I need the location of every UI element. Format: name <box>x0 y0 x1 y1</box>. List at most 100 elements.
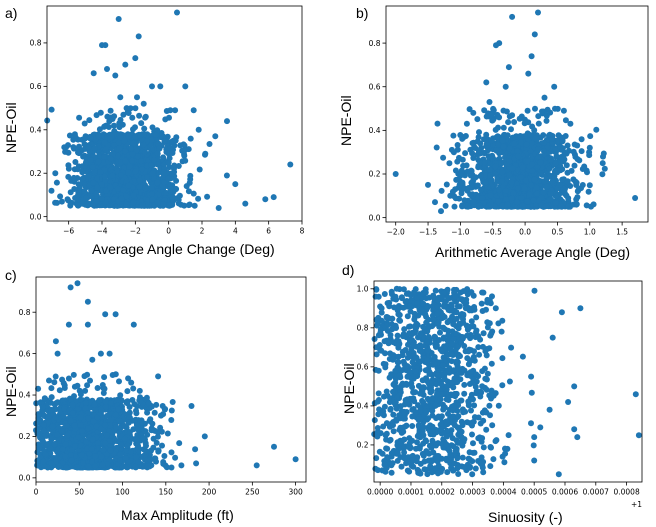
data-point <box>195 195 202 202</box>
data-point <box>489 152 496 159</box>
data-point <box>440 154 447 161</box>
data-point <box>134 94 140 101</box>
data-point <box>116 418 123 424</box>
data-point <box>141 125 148 132</box>
data-point <box>51 441 58 448</box>
data-point <box>129 397 136 403</box>
data-point <box>388 371 395 378</box>
data-point <box>462 150 469 157</box>
data-point <box>442 202 449 209</box>
data-point <box>455 176 462 183</box>
data-point <box>514 185 521 192</box>
data-point <box>48 106 55 113</box>
data-point <box>535 197 542 204</box>
x-tick-label: 50 <box>74 488 84 497</box>
data-point <box>471 449 478 456</box>
data-point <box>552 160 559 167</box>
data-point <box>138 454 144 460</box>
data-point <box>558 203 565 210</box>
data-point <box>54 350 61 357</box>
data-point <box>470 109 477 116</box>
data-point <box>166 202 173 209</box>
data-point <box>144 174 150 181</box>
data-point <box>48 187 55 194</box>
data-point <box>135 458 142 465</box>
data-point <box>48 436 55 443</box>
data-point <box>478 186 484 193</box>
data-point <box>499 202 506 209</box>
data-point <box>138 120 145 127</box>
data-point <box>67 452 74 459</box>
x-tick-label: −1.5 <box>419 228 437 237</box>
x-tick-label: −6 <box>63 227 74 236</box>
data-point <box>148 191 155 197</box>
data-point <box>477 173 484 179</box>
data-point <box>475 414 482 421</box>
data-point <box>154 161 161 168</box>
data-point <box>149 170 156 177</box>
data-point <box>130 199 137 206</box>
data-point <box>492 163 499 170</box>
data-point <box>495 141 501 148</box>
data-point <box>530 197 537 204</box>
data-point <box>173 177 180 184</box>
data-point <box>103 432 110 439</box>
data-point <box>479 383 486 390</box>
data-point <box>470 139 477 146</box>
data-point <box>81 373 88 380</box>
data-point <box>93 198 100 205</box>
data-point <box>543 117 550 124</box>
data-point <box>71 422 78 429</box>
data-point <box>541 94 548 101</box>
y-axis-label-a: NPE-Oil <box>3 102 19 153</box>
data-point <box>174 9 180 16</box>
data-point <box>463 120 470 127</box>
data-point <box>432 199 438 206</box>
data-point <box>559 134 565 141</box>
data-point <box>519 164 526 171</box>
data-point <box>444 469 451 476</box>
data-point <box>458 167 465 174</box>
data-point <box>106 438 113 445</box>
x-tick-label: 2 <box>200 227 205 236</box>
data-point <box>89 458 95 465</box>
data-point <box>394 332 401 339</box>
data-point <box>388 469 395 476</box>
data-point <box>271 443 277 450</box>
data-point <box>125 133 132 140</box>
data-point <box>543 203 550 209</box>
data-point <box>149 124 156 131</box>
data-point <box>181 147 188 154</box>
data-point <box>387 436 394 443</box>
data-point <box>153 439 160 446</box>
data-point <box>392 171 399 177</box>
data-point <box>518 139 524 146</box>
data-point <box>178 462 185 469</box>
data-point <box>142 185 149 192</box>
data-point <box>493 437 500 444</box>
data-point <box>102 403 109 410</box>
data-point <box>58 427 65 434</box>
data-point <box>101 139 108 146</box>
data-point <box>524 198 531 205</box>
data-point <box>373 351 380 358</box>
data-point <box>521 185 528 192</box>
data-point <box>579 182 586 188</box>
data-point <box>548 156 555 163</box>
data-point <box>92 463 99 470</box>
data-point <box>48 394 55 401</box>
data-point <box>564 169 571 176</box>
y-tick-label: 0.2 <box>30 169 42 178</box>
data-point <box>53 179 60 186</box>
data-point <box>61 405 68 412</box>
data-point <box>549 178 556 185</box>
data-point <box>144 431 151 438</box>
data-point <box>500 124 507 131</box>
data-point <box>573 201 580 208</box>
data-point <box>91 145 98 152</box>
data-point <box>67 417 74 424</box>
data-point <box>142 440 149 447</box>
data-point <box>552 200 559 207</box>
data-point <box>464 168 471 175</box>
data-point <box>475 134 482 141</box>
